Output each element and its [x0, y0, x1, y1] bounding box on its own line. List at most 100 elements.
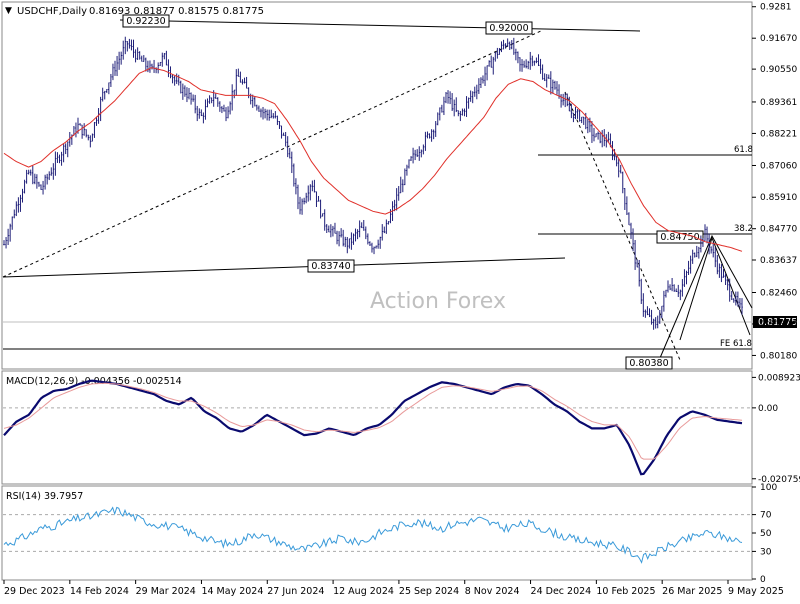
moving-average-layer — [3, 67, 743, 252]
candle — [547, 74, 550, 79]
candle — [216, 97, 219, 107]
candle — [634, 240, 636, 270]
candle — [482, 75, 484, 84]
candle — [476, 84, 478, 100]
candle — [233, 89, 236, 99]
candle — [648, 308, 651, 318]
macd-axis: 0.008923 0.00 -0.020759 — [752, 373, 800, 485]
candle — [31, 165, 34, 185]
candle — [66, 141, 69, 158]
candle — [186, 87, 188, 103]
header-arrow: ▼ — [5, 6, 12, 16]
candle — [350, 232, 353, 250]
candle — [323, 209, 326, 231]
candle — [712, 242, 715, 258]
candle — [644, 309, 647, 318]
candle — [161, 52, 164, 67]
candle — [29, 169, 32, 176]
candle — [165, 50, 168, 66]
candle — [457, 110, 460, 117]
candle — [379, 236, 381, 249]
candle — [486, 65, 488, 81]
candle — [295, 178, 297, 195]
candle — [251, 94, 254, 108]
candle — [317, 195, 320, 202]
candle — [188, 88, 190, 100]
candle — [116, 55, 118, 77]
candle — [223, 104, 225, 112]
candle — [334, 222, 336, 234]
date-label: 8 Nov 2024 — [465, 586, 520, 597]
candle — [21, 188, 24, 203]
date-label: 9 May 2025 — [728, 586, 784, 597]
candle — [34, 173, 36, 185]
candle — [288, 147, 291, 159]
candle — [593, 127, 595, 142]
candle — [305, 192, 307, 204]
candle — [229, 101, 231, 115]
candle — [58, 154, 61, 164]
candle — [23, 179, 26, 194]
candle — [451, 93, 453, 111]
candle — [449, 91, 451, 105]
candle — [436, 112, 439, 126]
candle — [708, 233, 710, 255]
date-label: 26 Mar 2025 — [662, 586, 722, 597]
macd-tick-label: 0.00 — [758, 404, 778, 414]
candle — [428, 133, 431, 139]
candle — [720, 264, 723, 283]
candle — [739, 298, 741, 309]
candle — [325, 224, 328, 234]
svg-text:0.83740: 0.83740 — [311, 261, 350, 272]
date-label: 29 Mar 2024 — [136, 586, 196, 597]
candle — [171, 74, 174, 84]
candle — [9, 223, 11, 242]
candle — [13, 209, 16, 219]
candle — [695, 245, 698, 258]
candle — [85, 129, 88, 138]
candle — [383, 226, 386, 234]
candle — [556, 81, 558, 95]
candle — [225, 107, 227, 122]
candle — [510, 40, 513, 50]
candle — [369, 241, 371, 246]
candle — [221, 106, 223, 114]
candle — [182, 83, 184, 100]
candle — [576, 109, 579, 119]
candle — [523, 60, 525, 68]
candle — [284, 131, 287, 147]
candle — [358, 220, 361, 238]
candle — [488, 60, 490, 67]
candle — [463, 108, 466, 117]
date-label: 14 Feb 2024 — [70, 586, 129, 597]
rsi-tick-label: 70 — [760, 511, 772, 521]
price-tick-label: 0.9281 — [760, 3, 792, 13]
candle — [235, 69, 238, 96]
candle — [132, 39, 135, 58]
candle — [619, 164, 622, 174]
candle — [521, 59, 523, 72]
candle — [278, 121, 281, 129]
candle — [432, 129, 435, 140]
candle — [578, 109, 581, 122]
candle — [626, 196, 628, 216]
candle — [297, 184, 299, 210]
candle — [471, 91, 474, 104]
candle — [114, 60, 116, 76]
candle — [494, 51, 497, 62]
candle — [508, 41, 511, 50]
candle — [587, 118, 589, 134]
candle — [687, 260, 690, 275]
rsi-tick-label: 50 — [760, 529, 772, 539]
candle — [344, 236, 347, 248]
candle — [301, 198, 303, 215]
candle — [667, 280, 669, 293]
candle — [597, 131, 599, 140]
candle — [453, 99, 456, 117]
candle — [328, 225, 330, 233]
candle — [478, 78, 480, 94]
candle — [83, 123, 85, 136]
candle — [25, 169, 28, 184]
